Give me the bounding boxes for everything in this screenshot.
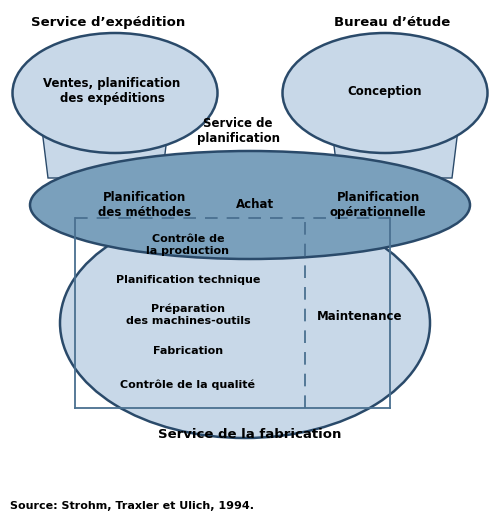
Text: Planification
des méthodes: Planification des méthodes [98, 191, 192, 219]
Ellipse shape [12, 33, 218, 153]
Ellipse shape [30, 151, 470, 259]
Text: Service d’expédition: Service d’expédition [31, 16, 185, 29]
Text: Planification technique: Planification technique [116, 275, 260, 285]
Polygon shape [325, 55, 465, 73]
Text: Source: Strohm, Traxler et Ulich, 1994.: Source: Strohm, Traxler et Ulich, 1994. [10, 501, 254, 511]
Ellipse shape [60, 208, 430, 438]
Text: Conception: Conception [348, 85, 422, 97]
Text: Fabrication: Fabrication [153, 346, 223, 356]
Text: Achat: Achat [236, 199, 274, 211]
Ellipse shape [282, 33, 488, 153]
Text: Bureau d’étude: Bureau d’étude [334, 16, 450, 29]
Polygon shape [325, 73, 465, 178]
Text: Ventes, planification
des expéditions: Ventes, planification des expéditions [44, 77, 180, 105]
Text: Service de la fabrication: Service de la fabrication [158, 428, 342, 441]
Text: Contrôle de
la production: Contrôle de la production [146, 234, 230, 256]
Text: Service de
planification: Service de planification [196, 117, 280, 145]
Text: Préparation
des machines-outils: Préparation des machines-outils [126, 304, 250, 326]
Polygon shape [35, 73, 175, 178]
Polygon shape [35, 55, 175, 73]
Text: Contrôle de la qualité: Contrôle de la qualité [120, 380, 256, 390]
Text: Planification
opérationnelle: Planification opérationnelle [330, 191, 426, 219]
Text: Maintenance: Maintenance [318, 310, 403, 323]
